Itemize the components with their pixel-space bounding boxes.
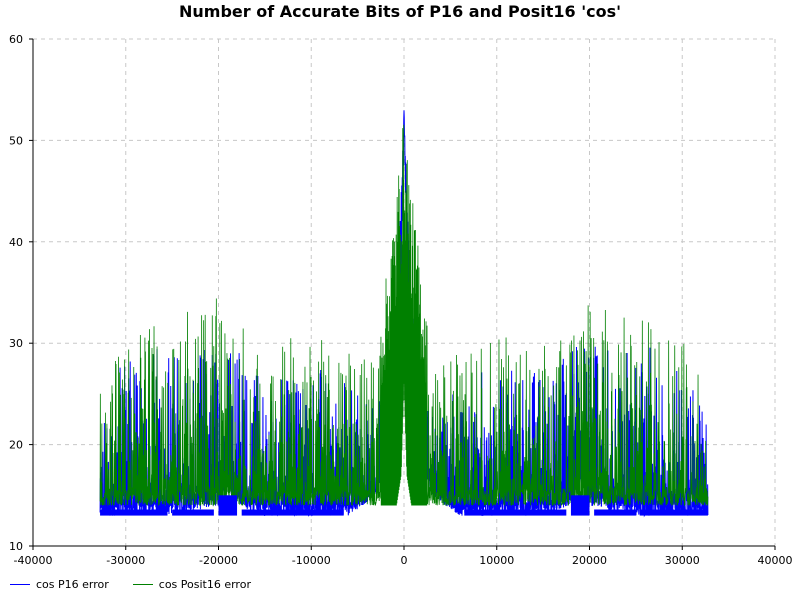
p16-baseline-bump [570, 495, 590, 516]
p16-baseline-segment [172, 509, 214, 516]
p16-baseline-segment [464, 509, 567, 516]
p16-baseline-segment [640, 509, 708, 516]
p16-baseline-bump [218, 495, 238, 516]
x-tick-label: -30000 [106, 554, 145, 567]
x-tick-label: 0 [401, 554, 408, 567]
legend-item-posit16: cos Posit16 error [132, 577, 251, 591]
p16-baseline-segment [594, 509, 636, 516]
legend-swatch-p16 [10, 583, 30, 585]
legend-item-p16: cos P16 error [10, 578, 109, 591]
series-layer [99, 110, 709, 518]
y-tick-label: 40 [9, 236, 23, 249]
series-line [99, 110, 709, 518]
y-tick-label: 60 [9, 33, 23, 46]
axes: -40000 -30000 -20000 -10000 0 10000 20000 30000… [9, 33, 793, 567]
x-tick-label: 10000 [479, 554, 514, 567]
y-tick-label: 20 [9, 439, 23, 452]
y-tick-label: 50 [9, 134, 23, 147]
legend-swatch-posit16 [132, 583, 153, 585]
x-tick-label: -40000 [14, 554, 53, 567]
x-tick-label: 40000 [758, 554, 793, 567]
p16-baseline-segment [241, 509, 344, 516]
series-posit16 [99, 124, 709, 507]
p16-baseline-segment [100, 509, 168, 516]
legend-label-posit16: cos Posit16 error [158, 577, 251, 591]
x-tick-label: 20000 [572, 554, 607, 567]
y-tick-label: 30 [9, 337, 23, 350]
x-tick-label: 30000 [665, 554, 700, 567]
series-line [99, 124, 709, 507]
y-tick-label: 10 [9, 540, 23, 553]
x-tick-label: -20000 [199, 554, 238, 567]
x-tick-label: -10000 [292, 554, 331, 567]
chart-title: Number of Accurate Bits of P16 and Posit… [179, 2, 621, 21]
series-p16 [99, 110, 709, 518]
p16-baseline-band [100, 495, 708, 516]
legend: cos P16 error cos Posit16 error [10, 576, 275, 592]
legend-label-p16: cos P16 error [36, 577, 109, 591]
